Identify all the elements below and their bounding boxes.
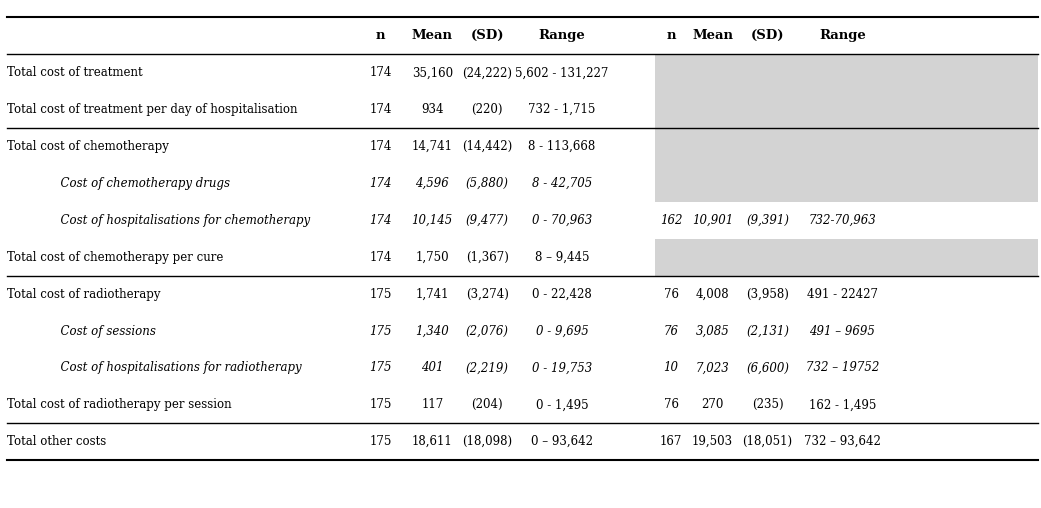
Text: 934: 934 — [421, 103, 443, 116]
Text: 4,008: 4,008 — [695, 288, 730, 301]
Text: 732 – 93,642: 732 – 93,642 — [804, 435, 881, 448]
Text: (SD): (SD) — [471, 29, 504, 42]
Bar — [656, 128, 1038, 165]
Text: (220): (220) — [472, 103, 503, 116]
Text: 10,901: 10,901 — [692, 214, 733, 227]
Text: 7,023: 7,023 — [695, 361, 730, 374]
Text: 174: 174 — [370, 140, 391, 153]
Text: 162 - 1,495: 162 - 1,495 — [809, 398, 877, 411]
Text: n: n — [666, 29, 676, 42]
Text: 19,503: 19,503 — [692, 435, 733, 448]
Text: (1,367): (1,367) — [465, 251, 509, 264]
Bar — [656, 239, 1038, 276]
Text: 732 - 1,715: 732 - 1,715 — [529, 103, 595, 116]
Text: (2,131): (2,131) — [746, 325, 789, 337]
Text: 174: 174 — [370, 251, 391, 264]
Text: 18,611: 18,611 — [412, 435, 453, 448]
Text: 175: 175 — [370, 435, 391, 448]
Text: Range: Range — [538, 29, 585, 42]
Text: (235): (235) — [752, 398, 784, 411]
Text: 0 - 22,428: 0 - 22,428 — [532, 288, 592, 301]
Text: (2,219): (2,219) — [465, 361, 509, 374]
Text: (18,098): (18,098) — [462, 435, 512, 448]
Text: 270: 270 — [702, 398, 723, 411]
Text: (2,076): (2,076) — [465, 325, 509, 337]
Text: 1,750: 1,750 — [415, 251, 449, 264]
Text: 10: 10 — [663, 361, 679, 374]
Text: 5,602 - 131,227: 5,602 - 131,227 — [515, 67, 609, 79]
Text: Total cost of treatment: Total cost of treatment — [6, 67, 143, 79]
Text: 175: 175 — [370, 398, 391, 411]
Text: Total cost of chemotherapy: Total cost of chemotherapy — [6, 140, 169, 153]
Text: Mean: Mean — [692, 29, 733, 42]
Text: (3,274): (3,274) — [465, 288, 509, 301]
Text: Cost of sessions: Cost of sessions — [37, 325, 155, 337]
Text: (5,880): (5,880) — [465, 177, 509, 190]
Text: 4,596: 4,596 — [415, 177, 449, 190]
Text: 167: 167 — [660, 435, 682, 448]
Bar — [656, 165, 1038, 202]
Text: Total cost of radiotherapy per session: Total cost of radiotherapy per session — [6, 398, 231, 411]
Text: 174: 174 — [370, 103, 391, 116]
Text: Range: Range — [819, 29, 866, 42]
Text: 8 - 42,705: 8 - 42,705 — [532, 177, 592, 190]
Text: 0 - 19,753: 0 - 19,753 — [532, 361, 592, 374]
Text: 1,741: 1,741 — [415, 288, 449, 301]
Text: 491 - 22427: 491 - 22427 — [807, 288, 878, 301]
Text: 732 – 19752: 732 – 19752 — [806, 361, 879, 374]
Text: 117: 117 — [422, 398, 443, 411]
Text: (9,477): (9,477) — [465, 214, 509, 227]
Text: 8 - 113,668: 8 - 113,668 — [529, 140, 595, 153]
Text: n: n — [376, 29, 385, 42]
Text: (14,442): (14,442) — [462, 140, 512, 153]
Text: 491 – 9695: 491 – 9695 — [810, 325, 875, 337]
Bar — [656, 54, 1038, 91]
Text: Total cost of treatment per day of hospitalisation: Total cost of treatment per day of hospi… — [6, 103, 297, 116]
Text: 35,160: 35,160 — [411, 67, 453, 79]
Text: Total other costs: Total other costs — [6, 435, 106, 448]
Bar — [656, 91, 1038, 128]
Text: 1,340: 1,340 — [415, 325, 449, 337]
Text: 8 – 9,445: 8 – 9,445 — [535, 251, 589, 264]
Text: (9,391): (9,391) — [746, 214, 789, 227]
Text: (3,958): (3,958) — [746, 288, 789, 301]
Text: 76: 76 — [663, 398, 679, 411]
Text: Total cost of radiotherapy: Total cost of radiotherapy — [6, 288, 160, 301]
Text: 0 - 9,695: 0 - 9,695 — [536, 325, 588, 337]
Text: 174: 174 — [370, 214, 391, 227]
Text: Cost of chemotherapy drugs: Cost of chemotherapy drugs — [37, 177, 230, 190]
Text: 0 - 1,495: 0 - 1,495 — [536, 398, 588, 411]
Text: 14,741: 14,741 — [412, 140, 453, 153]
Text: 0 - 70,963: 0 - 70,963 — [532, 214, 592, 227]
Text: 401: 401 — [421, 361, 443, 374]
Text: Cost of hospitalisations for chemotherapy: Cost of hospitalisations for chemotherap… — [37, 214, 310, 227]
Text: 175: 175 — [370, 288, 391, 301]
Text: (SD): (SD) — [751, 29, 784, 42]
Text: 174: 174 — [370, 67, 391, 79]
Text: 3,085: 3,085 — [695, 325, 730, 337]
Text: 174: 174 — [370, 177, 391, 190]
Text: 76: 76 — [663, 325, 679, 337]
Text: (204): (204) — [472, 398, 503, 411]
Text: (24,222): (24,222) — [462, 67, 512, 79]
Text: 10,145: 10,145 — [411, 214, 453, 227]
Text: 162: 162 — [660, 214, 682, 227]
Text: (18,051): (18,051) — [742, 435, 792, 448]
Text: 0 – 93,642: 0 – 93,642 — [531, 435, 593, 448]
Text: 76: 76 — [663, 288, 679, 301]
Text: (6,600): (6,600) — [746, 361, 789, 374]
Text: 732-70,963: 732-70,963 — [809, 214, 877, 227]
Text: Cost of hospitalisations for radiotherapy: Cost of hospitalisations for radiotherap… — [37, 361, 301, 374]
Text: 175: 175 — [370, 325, 391, 337]
Text: Total cost of chemotherapy per cure: Total cost of chemotherapy per cure — [6, 251, 223, 264]
Text: Mean: Mean — [412, 29, 453, 42]
Text: 175: 175 — [370, 361, 391, 374]
